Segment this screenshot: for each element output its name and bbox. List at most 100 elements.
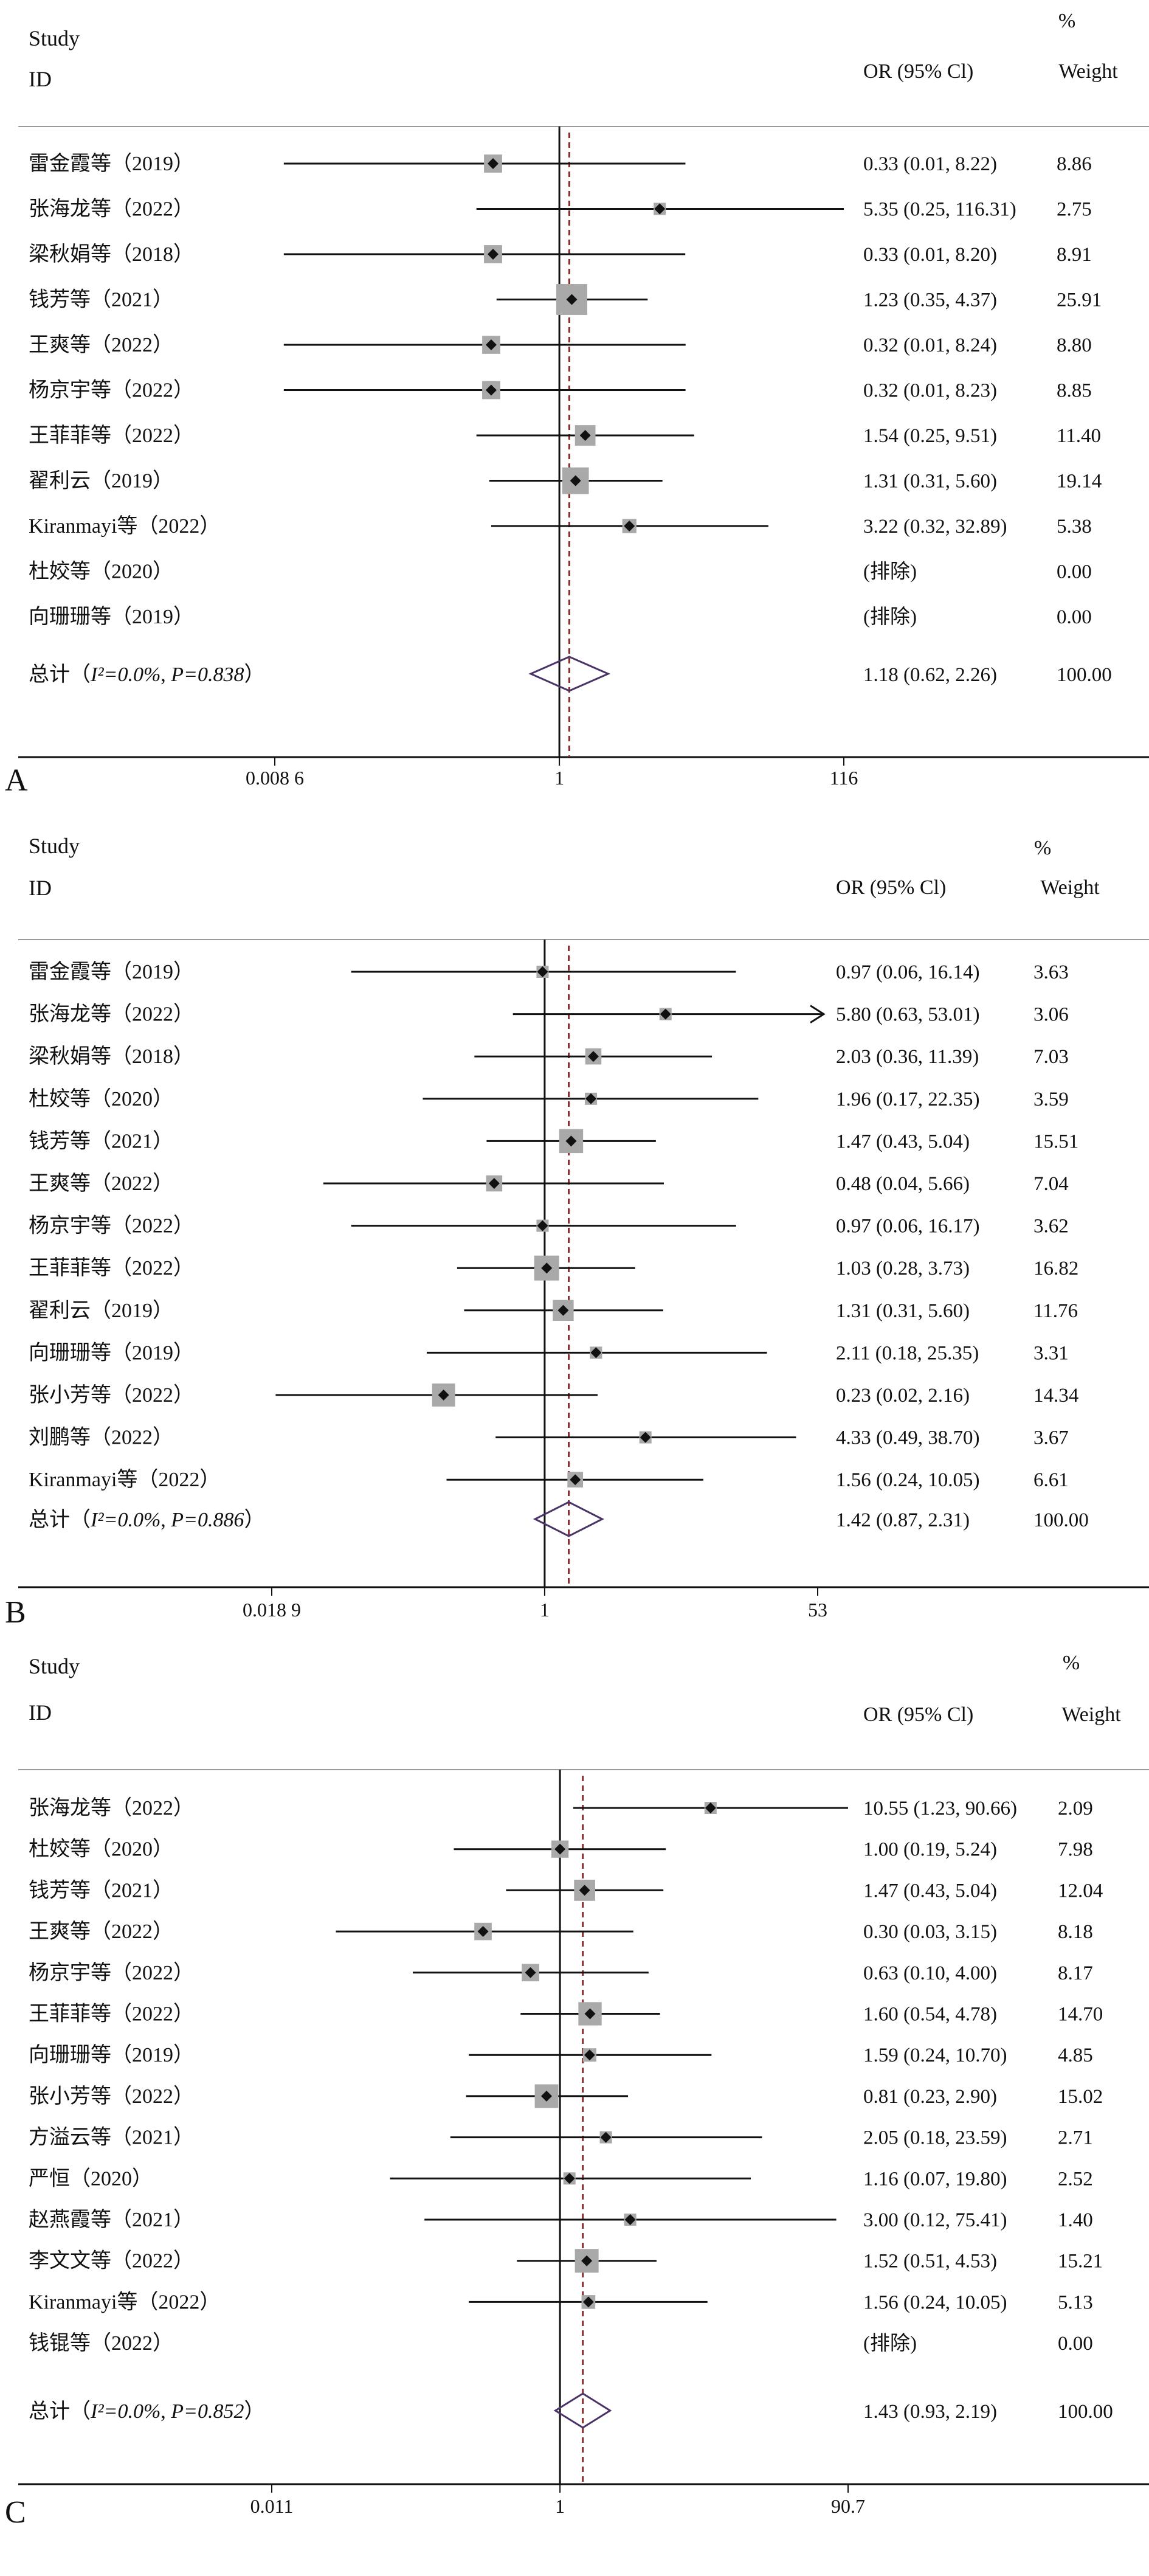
study-label: 钱芳等（2021）	[29, 1129, 173, 1152]
study-row: 梁秋娟等（2018） 0.33 (0.01, 8.20) 8.91	[29, 243, 1092, 266]
or-ci-text: 5.35 (0.25, 116.31)	[863, 199, 1016, 221]
or-ci-text: 1.56 (0.24, 10.05)	[863, 2291, 1007, 2313]
weight-text: 8.80	[1057, 334, 1092, 356]
weight-text: 4.85	[1058, 2045, 1093, 2066]
overall-label-part: I²=0.0%	[90, 663, 160, 686]
study-label: 王爽等（2022）	[29, 1172, 173, 1195]
study-label: 杨京宇等（2022）	[29, 1214, 194, 1238]
overall-label-part: I²=0.0%	[90, 1509, 160, 1531]
study-label: 雷金霞等（2019）	[29, 152, 194, 175]
weight-text: 8.91	[1057, 244, 1092, 266]
study-label: 张小芳等（2022）	[29, 1383, 194, 1407]
study-row: 杨京宇等（2022） 0.32 (0.01, 8.23) 8.85	[29, 379, 1092, 402]
study-label: 向珊珊等（2019）	[29, 605, 194, 628]
point-estimate	[590, 1347, 602, 1359]
overall-label-part: P=0.852	[170, 2400, 244, 2423]
header-id: ID	[29, 1700, 52, 1725]
x-tick-label: 0.018 9	[243, 1599, 301, 1621]
overall-label-part: ）	[244, 2400, 265, 2423]
study-label: 翟利云（2019）	[29, 469, 173, 493]
study-row: 杜姣等（2020） (排除) 0.00	[29, 560, 1092, 583]
weight-text: 2.52	[1058, 2168, 1093, 2190]
study-row: 杜姣等（2020） 1.00 (0.19, 5.24) 7.98	[29, 1838, 1093, 1861]
point-estimate	[557, 1304, 569, 1316]
overall-or-ci-text: 1.42 (0.87, 2.31)	[836, 1509, 970, 1531]
header-percent: %	[1063, 1652, 1080, 1674]
or-ci-text: 1.03 (0.28, 3.73)	[836, 1258, 970, 1279]
overall-label-part: I²=0.0%	[90, 2400, 160, 2423]
weight-text: 15.51	[1033, 1130, 1078, 1152]
study-label: 钱锟等（2022）	[29, 2332, 173, 2355]
or-ci-text: 1.60 (0.54, 4.78)	[863, 2004, 997, 2026]
header-study: Study	[29, 26, 80, 50]
x-tick-label: 53	[808, 1599, 827, 1621]
weight-text: 8.18	[1058, 1921, 1093, 1943]
weight-text: 19.14	[1057, 471, 1102, 493]
overall-label: 总计（I²=0.0%, P=0.852）	[29, 2400, 265, 2423]
study-row: 张小芳等（2022） 0.81 (0.23, 2.90) 15.02	[29, 2084, 1103, 2108]
study-row: 翟利云（2019） 1.31 (0.31, 5.60) 11.76	[29, 1299, 1078, 1322]
or-ci-text: 0.63 (0.10, 4.00)	[863, 1962, 997, 1984]
study-label: 梁秋娟等（2018）	[29, 1045, 194, 1068]
study-label: 杨京宇等（2022）	[29, 1961, 194, 1984]
study-row: 梁秋娟等（2018） 2.03 (0.36, 11.39) 7.03	[29, 1045, 1069, 1068]
forest-panel-a: Study ID% OR (95% Cl) Weight 0.008 6 1 116 A 雷金霞…	[5, 10, 1149, 798]
point-estimate	[541, 1262, 553, 1274]
overall-label-part: P=0.886	[170, 1509, 244, 1531]
study-row: 雷金霞等（2019） 0.97 (0.06, 16.14) 3.63	[29, 960, 1069, 983]
study-row: Kiranmayi等（2022） 1.56 (0.24, 10.05) 6.61	[29, 1468, 1069, 1491]
overall-weight-text: 100.00	[1058, 2401, 1113, 2423]
weight-text: 8.17	[1058, 1962, 1093, 1984]
point-estimate	[487, 158, 499, 169]
study-row: 翟利云（2019） 1.31 (0.31, 5.60) 19.14	[29, 467, 1102, 494]
point-estimate	[485, 384, 497, 396]
study-row: 李文文等（2022） 1.52 (0.51, 4.53) 15.21	[29, 2249, 1103, 2273]
weight-text: 15.02	[1058, 2086, 1103, 2108]
header-or-ci: OR (95% Cl)	[836, 876, 946, 899]
study-row: 杜姣等（2020） 1.96 (0.17, 22.35) 3.59	[29, 1087, 1069, 1110]
point-estimate	[584, 2008, 596, 2020]
study-row: 王爽等（2022） 0.48 (0.04, 5.66) 7.04	[29, 1172, 1069, 1195]
study-label: 王爽等（2022）	[29, 333, 173, 356]
or-ci-text: 0.32 (0.01, 8.24)	[863, 334, 997, 356]
point-estimate	[570, 475, 581, 486]
or-ci-text: 0.30 (0.03, 3.15)	[863, 1921, 997, 1943]
point-estimate	[485, 339, 497, 350]
study-label: 向珊珊等（2019）	[29, 2043, 194, 2066]
study-row: 王菲菲等（2022） 1.54 (0.25, 9.51) 11.40	[29, 424, 1101, 447]
x-tick-label: 0.008 6	[246, 767, 304, 789]
study-row: 雷金霞等（2019） 0.33 (0.01, 8.22) 8.86	[29, 152, 1092, 175]
study-label: 杨京宇等（2022）	[29, 379, 194, 402]
or-ci-text: 2.03 (0.36, 11.39)	[836, 1046, 979, 1068]
x-tick-label: 1	[555, 2495, 565, 2517]
study-row: 严恒（2020） 1.16 (0.07, 19.80) 2.52	[29, 2167, 1093, 2190]
weight-text: 6.61	[1033, 1469, 1069, 1491]
overall-label: 总计（I²=0.0%, P=0.838）	[29, 663, 265, 686]
overall-label-part: P=0.838	[170, 663, 244, 686]
x-tick-label: 0.011	[250, 2495, 294, 2517]
study-label: 翟利云（2019）	[29, 1299, 173, 1322]
weight-text: 8.86	[1057, 153, 1092, 175]
or-ci-text: 2.05 (0.18, 23.59)	[863, 2127, 1007, 2149]
weight-text: 7.98	[1058, 1839, 1093, 1861]
or-ci-text: 1.54 (0.25, 9.51)	[863, 425, 997, 447]
point-estimate	[585, 1093, 597, 1104]
x-tick-label: 1	[540, 1599, 550, 1621]
or-ci-text: 3.00 (0.12, 75.41)	[863, 2209, 1007, 2231]
weight-text: 3.63	[1033, 961, 1069, 983]
study-label: 梁秋娟等（2018）	[29, 243, 194, 266]
x-tick-label: 1	[554, 767, 564, 789]
weight-text: 2.75	[1057, 199, 1092, 221]
weight-text: 12.04	[1058, 1880, 1103, 1902]
point-estimate	[660, 1008, 671, 1020]
weight-text: 3.62	[1033, 1216, 1069, 1238]
point-estimate	[565, 1135, 577, 1147]
forest-panel-b: Study ID% OR (95% Cl) Weight 0.018 9 1 53 B 雷金霞等…	[5, 834, 1149, 1630]
weight-text: 3.67	[1033, 1427, 1069, 1449]
study-row: 王菲菲等（2022） 1.03 (0.28, 3.73) 16.82	[29, 1255, 1078, 1281]
point-estimate	[581, 2255, 593, 2266]
header-id: ID	[29, 67, 52, 91]
point-estimate	[654, 203, 666, 215]
header-weight: Weight	[1058, 60, 1118, 83]
